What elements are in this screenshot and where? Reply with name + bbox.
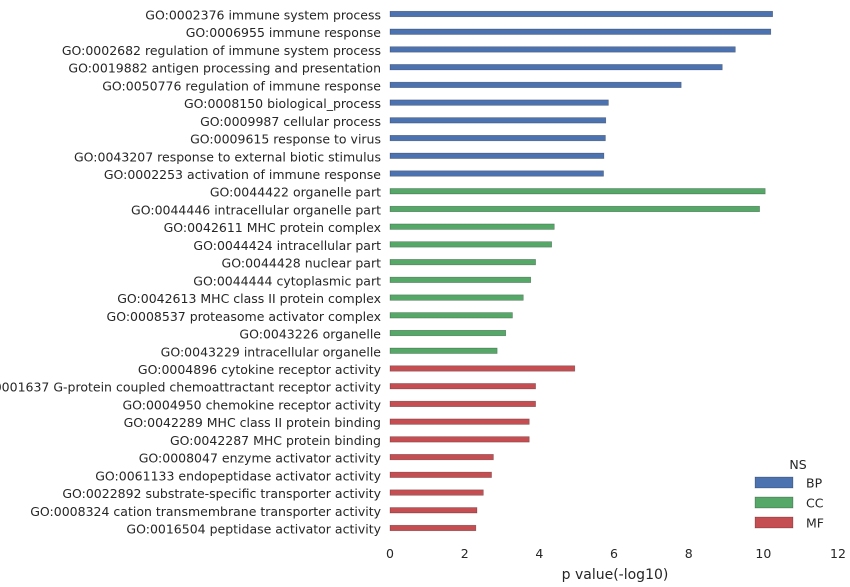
- x-tick-label: 12: [830, 546, 846, 561]
- category-label: GO:0044422 organelle part: [210, 185, 381, 200]
- legend-label-mf: MF: [806, 516, 824, 531]
- bar-mf: [389, 400, 536, 407]
- bar-bp: [389, 117, 607, 124]
- bar-mf: [389, 436, 530, 443]
- x-tick-label: 6: [610, 546, 618, 561]
- category-label: GO:0009615 response to virus: [190, 132, 381, 147]
- category-label: GO:0042613 MHC class II protein complex: [117, 291, 381, 306]
- category-label: GO:0016504 peptidase activator activity: [126, 522, 381, 537]
- bar-mf: [389, 418, 530, 425]
- category-label: GO:0043226 organelle: [239, 327, 381, 342]
- category-label: GO:0044424 intracellular part: [193, 238, 381, 253]
- bar-cc: [389, 294, 524, 301]
- legend-swatch-bp: [754, 476, 794, 489]
- category-label: GO:0004896 cytokine receptor activity: [138, 362, 382, 377]
- category-label: GO:0008150 biological_process: [184, 96, 381, 111]
- category-label: GO:0008047 enzyme activator activity: [139, 451, 382, 466]
- bar-cc: [389, 259, 536, 266]
- x-tick-label: 10: [755, 546, 771, 561]
- bar-cc: [389, 329, 507, 337]
- bar-cc: [389, 347, 498, 354]
- category-label: GO:0004950 chemokine receptor activity: [122, 397, 381, 412]
- category-labels: GO:0002376 immune system process GO:00069…: [0, 8, 382, 537]
- bar-mf: [389, 454, 494, 461]
- x-axis-ticks: 0 2 4 6 8 10 12: [386, 546, 846, 561]
- bar-cc: [389, 241, 552, 248]
- bar-cc: [389, 205, 760, 213]
- category-label: GO:0061133 endopeptidase activator activ…: [95, 468, 381, 483]
- bar-cc: [389, 312, 513, 319]
- legend-label-bp: BP: [806, 476, 823, 491]
- category-label: GO:0044428 nuclear part: [222, 256, 382, 271]
- bar-cc: [389, 223, 555, 230]
- category-label: GO:0002682 regulation of immune system p…: [62, 43, 381, 58]
- bar-bp: [389, 81, 682, 88]
- bar-cc: [389, 276, 532, 283]
- bar-mf: [389, 524, 477, 532]
- bar-bp: [389, 170, 604, 177]
- legend-swatch-mf: [754, 516, 794, 529]
- category-label: GO:0008324 cation transmembrane transpor…: [30, 504, 381, 519]
- x-tick-label: 0: [386, 546, 394, 561]
- bar-bp: [389, 10, 773, 18]
- bar-mf: [389, 365, 576, 372]
- x-axis-label: p value(-log10): [562, 567, 669, 583]
- category-label: GO:0019882 antigen processing and presen…: [68, 61, 381, 76]
- legend: NS BP CC MF: [754, 457, 824, 531]
- bar-bp: [389, 152, 605, 159]
- bar-bp: [389, 46, 736, 53]
- category-label: GO:0006955 immune response: [186, 25, 382, 40]
- category-label: GO:0002253 activation of immune response: [104, 167, 381, 182]
- category-label: GO:0042289 MHC class II protein binding: [124, 415, 381, 430]
- category-label: GO:0043207 response to external biotic s…: [74, 149, 381, 164]
- category-label: GO:0043229 intracellular organelle: [161, 344, 382, 359]
- category-label: GO:0044444 cytoplasmic part: [193, 273, 381, 288]
- bars-layer: [389, 10, 773, 532]
- bar-mf: [389, 507, 478, 514]
- category-label: GO:0050776 regulation of immune response: [102, 78, 381, 93]
- bar-mf: [389, 383, 536, 390]
- category-label: GO:0042611 MHC protein complex: [164, 220, 381, 235]
- bar-bp: [389, 64, 723, 71]
- category-label: GO:0044446 intracellular organelle part: [131, 202, 381, 217]
- bar-cc: [389, 188, 766, 195]
- legend-swatch-cc: [754, 496, 794, 509]
- bar-bp: [389, 28, 772, 35]
- legend-label-cc: CC: [806, 496, 824, 511]
- legend-title: NS: [789, 457, 806, 472]
- bar-bp: [389, 135, 606, 142]
- category-label: GO:0009987 cellular process: [200, 114, 381, 129]
- x-tick-label: 8: [685, 546, 693, 561]
- bar-mf: [389, 489, 484, 496]
- x-tick-label: 2: [461, 546, 469, 561]
- bar-mf: [389, 471, 492, 478]
- x-tick-label: 4: [535, 546, 543, 561]
- category-label: GO:0022892 substrate-specific transporte…: [62, 486, 381, 501]
- category-label: GO:0008537 proteasome activator complex: [107, 309, 381, 324]
- category-label: GO:0001637 G-protein coupled chemoattrac…: [0, 380, 382, 395]
- category-label: GO:0002376 immune system process: [145, 8, 381, 23]
- bar-bp: [389, 99, 609, 106]
- category-label: GO:0042287 MHC protein binding: [170, 433, 381, 448]
